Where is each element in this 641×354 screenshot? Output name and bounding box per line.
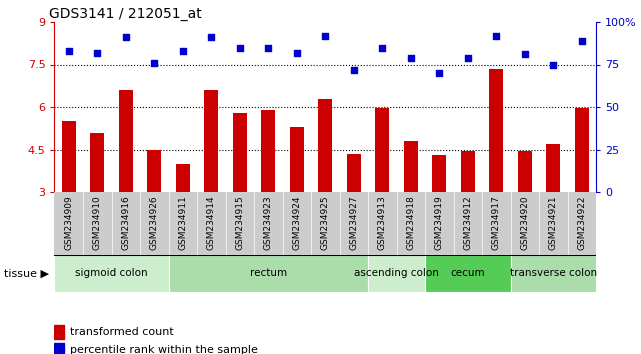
Bar <box>368 255 425 292</box>
Text: GSM234910: GSM234910 <box>93 195 102 250</box>
Point <box>292 50 302 56</box>
Point <box>548 62 558 67</box>
Text: GSM234913: GSM234913 <box>378 195 387 250</box>
Text: GSM234911: GSM234911 <box>178 195 187 250</box>
Text: GSM234922: GSM234922 <box>578 195 587 250</box>
Bar <box>290 127 304 192</box>
Point <box>235 45 245 50</box>
Bar <box>546 144 560 192</box>
Text: GSM234921: GSM234921 <box>549 195 558 250</box>
Bar <box>375 108 390 192</box>
Bar <box>575 108 589 192</box>
Point <box>206 34 217 40</box>
Text: transverse colon: transverse colon <box>510 268 597 279</box>
Point <box>349 67 359 73</box>
Bar <box>518 151 532 192</box>
Bar <box>204 90 219 192</box>
Bar <box>90 132 104 192</box>
Text: GSM234912: GSM234912 <box>463 195 472 250</box>
Bar <box>54 255 169 292</box>
Text: GSM234914: GSM234914 <box>207 195 216 250</box>
Text: GSM234917: GSM234917 <box>492 195 501 250</box>
Bar <box>318 98 333 192</box>
Bar <box>425 255 511 292</box>
Text: GSM234915: GSM234915 <box>235 195 244 250</box>
Text: transformed count: transformed count <box>70 327 174 337</box>
Text: GSM234919: GSM234919 <box>435 195 444 250</box>
Bar <box>461 151 475 192</box>
Point <box>520 51 530 57</box>
Bar <box>176 164 190 192</box>
Bar <box>404 141 418 192</box>
Bar <box>62 121 76 192</box>
Bar <box>54 343 64 354</box>
Point <box>577 38 587 44</box>
Bar <box>432 155 447 192</box>
Point <box>121 34 131 40</box>
Text: cecum: cecum <box>451 268 485 279</box>
Point <box>406 55 416 61</box>
Point <box>491 33 501 39</box>
Text: GSM234916: GSM234916 <box>121 195 130 250</box>
Text: GSM234926: GSM234926 <box>150 195 159 250</box>
Text: GSM234924: GSM234924 <box>292 195 301 250</box>
Bar <box>169 255 368 292</box>
Text: ascending colon: ascending colon <box>354 268 439 279</box>
Text: GSM234925: GSM234925 <box>320 195 330 250</box>
Bar <box>147 149 162 192</box>
Point <box>92 50 103 56</box>
Text: GDS3141 / 212051_at: GDS3141 / 212051_at <box>49 7 202 21</box>
Point <box>63 48 74 54</box>
Text: rectum: rectum <box>250 268 287 279</box>
Text: percentile rank within the sample: percentile rank within the sample <box>70 345 258 354</box>
Point <box>263 45 274 50</box>
Bar <box>489 69 503 192</box>
Text: GSM234923: GSM234923 <box>264 195 273 250</box>
Bar <box>347 154 361 192</box>
Bar <box>119 90 133 192</box>
Point <box>149 60 160 65</box>
Point <box>434 70 444 76</box>
Bar <box>233 113 247 192</box>
Point <box>178 48 188 54</box>
Point <box>463 55 473 61</box>
Text: GSM234927: GSM234927 <box>349 195 358 250</box>
Text: sigmoid colon: sigmoid colon <box>75 268 148 279</box>
Bar <box>261 110 276 192</box>
Text: GSM234918: GSM234918 <box>406 195 415 250</box>
Point <box>320 33 331 39</box>
Bar <box>54 325 64 339</box>
Point <box>377 45 387 50</box>
Text: GSM234920: GSM234920 <box>520 195 529 250</box>
Bar <box>511 255 596 292</box>
Text: GSM234909: GSM234909 <box>64 195 73 250</box>
Text: tissue ▶: tissue ▶ <box>4 268 49 279</box>
